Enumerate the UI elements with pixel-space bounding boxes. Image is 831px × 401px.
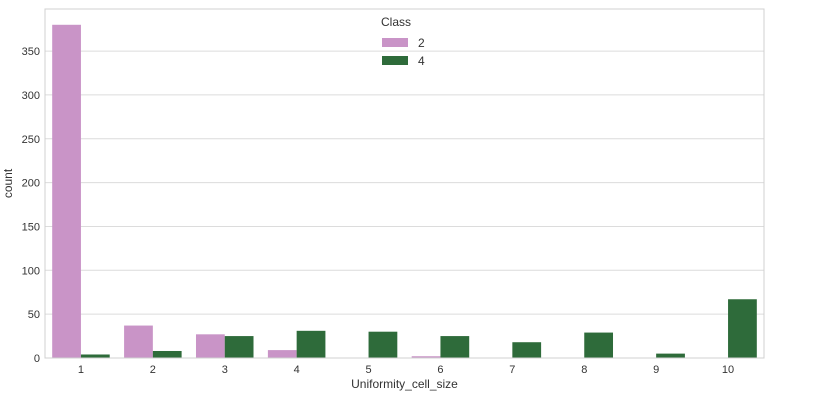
bar-class-4-cat-9 (656, 353, 685, 358)
bars (52, 24, 757, 358)
plot-frame (44, 8, 765, 359)
grid-lines (45, 50, 764, 359)
y-tick-label: 200 (22, 178, 40, 190)
bar-class-4-cat-2 (152, 350, 182, 358)
x-axis-label: Uniformity_cell_size (351, 377, 458, 391)
bar-class-4-cat-6 (440, 336, 470, 358)
x-tick-label: 4 (294, 364, 300, 376)
bar-class-2-cat-4 (267, 350, 297, 358)
bar-class-4-cat-3 (224, 336, 254, 358)
y-tick-label: 50 (28, 309, 40, 321)
bar-class-2-cat-6 (411, 356, 441, 358)
bar-class-4-cat-4 (296, 330, 326, 358)
bar-class-4-cat-1 (80, 354, 110, 358)
x-tick-label: 1 (78, 364, 84, 376)
x-tick-label: 8 (581, 364, 587, 376)
y-tick-label: 150 (22, 221, 40, 233)
x-tick-label: 6 (437, 364, 443, 376)
bar-class-4-cat-5 (368, 331, 398, 358)
x-tick-label: 3 (222, 364, 228, 376)
x-tick-label: 5 (365, 364, 371, 376)
x-tick-label: 7 (509, 364, 515, 376)
y-tick-label: 100 (22, 265, 40, 277)
y-tick-label: 0 (34, 353, 40, 365)
y-axis-label: count (1, 168, 15, 198)
bar-class-4-cat-10 (728, 299, 757, 358)
bar-class-4-cat-7 (512, 342, 542, 358)
x-tick-labels: 1 2 3 4 5 6 7 8 9 10 (78, 364, 734, 376)
legend-swatch (382, 56, 408, 65)
legend-title: Class (381, 15, 411, 29)
x-tick-label: 10 (722, 364, 734, 376)
y-tick-label: 350 (22, 46, 40, 58)
bar-class-2-cat-1 (52, 24, 81, 358)
x-tick-label: 2 (150, 364, 156, 376)
legend-label: 4 (418, 54, 425, 68)
y-tick-labels: 0 50 100 150 200 250 300 350 (22, 46, 40, 365)
y-tick-label: 250 (22, 134, 40, 146)
bar-class-2-cat-2 (124, 325, 153, 358)
bar-class-4-cat-8 (584, 332, 614, 358)
legend-swatch (382, 38, 408, 47)
y-tick-label: 300 (22, 90, 40, 102)
legend: Class 2 4 (381, 15, 425, 68)
x-tick-label: 9 (653, 364, 659, 376)
legend-label: 2 (418, 36, 425, 50)
bar-class-2-cat-3 (195, 334, 225, 358)
